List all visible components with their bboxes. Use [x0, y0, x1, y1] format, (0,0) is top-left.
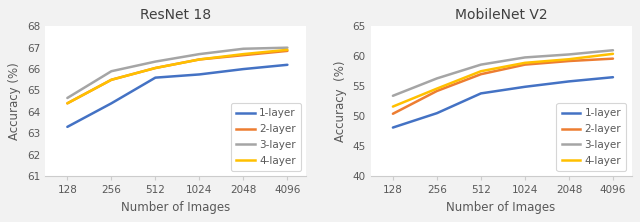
3-layer	[521, 56, 529, 59]
1-layer	[239, 68, 247, 70]
X-axis label: Number of Images: Number of Images	[121, 201, 230, 214]
4-layer	[239, 53, 247, 56]
3-layer	[477, 63, 484, 66]
2-layer	[477, 73, 484, 75]
1-layer	[565, 80, 573, 83]
Line: 3-layer: 3-layer	[393, 50, 613, 96]
2-layer	[521, 63, 529, 66]
4-layer	[521, 61, 529, 64]
2-layer	[284, 50, 291, 52]
1-layer	[389, 126, 397, 129]
2-layer	[108, 78, 115, 81]
4-layer	[433, 87, 441, 90]
4-layer	[565, 58, 573, 61]
4-layer	[63, 102, 71, 105]
2-layer	[63, 102, 71, 105]
1-layer	[433, 112, 441, 115]
1-layer	[609, 76, 617, 79]
1-layer	[521, 85, 529, 88]
Line: 1-layer: 1-layer	[67, 65, 287, 127]
2-layer	[152, 67, 159, 69]
2-layer	[239, 54, 247, 57]
1-layer	[152, 76, 159, 79]
X-axis label: Number of Images: Number of Images	[447, 201, 556, 214]
2-layer	[609, 57, 617, 60]
2-layer	[389, 112, 397, 115]
1-layer	[63, 125, 71, 128]
Title: MobileNet V2: MobileNet V2	[455, 8, 547, 22]
Legend: 1-layer, 2-layer, 3-layer, 4-layer: 1-layer, 2-layer, 3-layer, 4-layer	[557, 103, 627, 171]
3-layer	[108, 70, 115, 73]
4-layer	[108, 78, 115, 81]
4-layer	[284, 48, 291, 51]
3-layer	[609, 49, 617, 52]
3-layer	[565, 53, 573, 56]
Line: 3-layer: 3-layer	[67, 48, 287, 98]
3-layer	[389, 94, 397, 97]
1-layer	[284, 63, 291, 66]
4-layer	[196, 58, 204, 61]
Legend: 1-layer, 2-layer, 3-layer, 4-layer: 1-layer, 2-layer, 3-layer, 4-layer	[231, 103, 301, 171]
2-layer	[565, 60, 573, 62]
2-layer	[196, 58, 204, 61]
Line: 2-layer: 2-layer	[393, 59, 613, 114]
3-layer	[239, 48, 247, 50]
4-layer	[389, 105, 397, 108]
Line: 2-layer: 2-layer	[67, 51, 287, 103]
3-layer	[284, 46, 291, 49]
Title: ResNet 18: ResNet 18	[140, 8, 211, 22]
4-layer	[152, 67, 159, 69]
4-layer	[609, 53, 617, 55]
3-layer	[433, 77, 441, 80]
1-layer	[196, 73, 204, 76]
1-layer	[477, 92, 484, 95]
Y-axis label: Accuracy  (%): Accuracy (%)	[334, 60, 347, 142]
3-layer	[63, 97, 71, 99]
4-layer	[477, 70, 484, 73]
Line: 4-layer: 4-layer	[393, 54, 613, 107]
1-layer	[108, 102, 115, 105]
3-layer	[196, 53, 204, 56]
Line: 1-layer: 1-layer	[393, 77, 613, 128]
Line: 4-layer: 4-layer	[67, 50, 287, 103]
Y-axis label: Accuracy (%): Accuracy (%)	[8, 62, 21, 140]
2-layer	[433, 90, 441, 92]
3-layer	[152, 60, 159, 63]
